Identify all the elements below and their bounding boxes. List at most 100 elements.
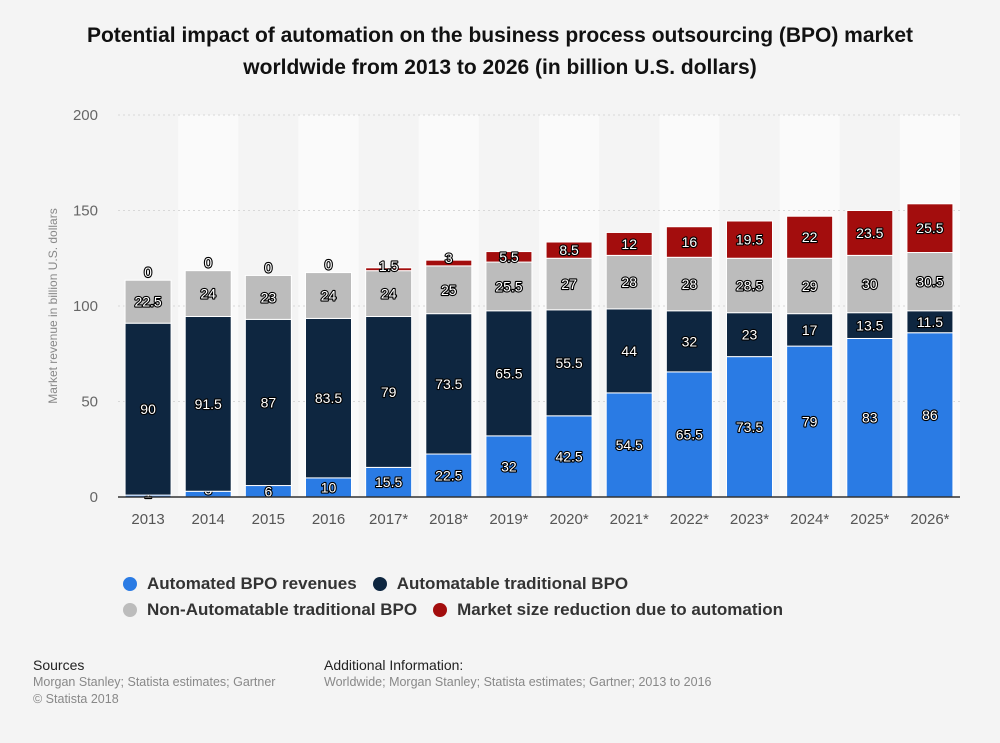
- data-label: 25.5: [916, 220, 943, 236]
- data-label: 28: [621, 274, 637, 290]
- x-tick-label: 2015: [252, 511, 285, 528]
- bar-segment[interactable]: [305, 272, 352, 319]
- data-label: 29: [802, 278, 818, 294]
- data-label: 1.5: [379, 258, 399, 274]
- x-tick-label: 2021*: [610, 511, 649, 528]
- bar-segment[interactable]: [244, 274, 292, 320]
- legend-label-reduction: Market size reduction due to automation: [457, 600, 783, 619]
- data-label: 83.5: [315, 390, 342, 406]
- bar-segment[interactable]: [545, 309, 593, 417]
- data-label: 87: [261, 394, 277, 410]
- data-label: 22: [802, 229, 818, 245]
- bar-segment[interactable]: [786, 215, 834, 259]
- data-label: 15.5: [375, 474, 402, 490]
- x-tick-label: 2013: [131, 511, 164, 528]
- legend-label-automatable: Automatable traditional BPO: [396, 574, 629, 593]
- bar-segment[interactable]: [846, 312, 894, 339]
- data-label: 27: [561, 276, 577, 292]
- data-label: 30.5: [916, 274, 943, 290]
- bar-segment[interactable]: [605, 308, 653, 394]
- bar-segment[interactable]: [124, 322, 172, 496]
- y-tick-label: 200: [73, 107, 98, 124]
- legend-item-automated[interactable]: Automated BPO revenues: [123, 574, 357, 594]
- x-tick-label: 2020*: [549, 511, 588, 528]
- data-label: 0: [144, 264, 152, 280]
- bar-segment[interactable]: [726, 220, 773, 259]
- bar-segment[interactable]: [665, 226, 713, 258]
- data-label: 13.5: [856, 318, 883, 334]
- bar-segment[interactable]: [425, 259, 473, 267]
- data-label: 11.5: [917, 314, 943, 330]
- data-label: 3: [445, 250, 453, 266]
- bar-segment[interactable]: [485, 435, 533, 498]
- sources-block: Sources Morgan Stanley; Statista estimat…: [33, 657, 275, 708]
- bar-segment[interactable]: [545, 241, 593, 259]
- bar-segment[interactable]: [545, 257, 593, 311]
- bar-segment[interactable]: [665, 310, 713, 373]
- bar-segment[interactable]: [425, 265, 473, 315]
- bar-segment[interactable]: [726, 356, 773, 498]
- bar-segment[interactable]: [605, 254, 653, 310]
- bar-segment[interactable]: [906, 332, 954, 498]
- data-label: 0: [204, 255, 212, 271]
- bar-segment[interactable]: [786, 313, 834, 347]
- data-label: 42.5: [555, 448, 582, 464]
- x-tick-label: 2022*: [670, 511, 709, 528]
- data-label: 10: [321, 479, 337, 495]
- data-label: 24: [381, 286, 397, 302]
- bar-segment[interactable]: [786, 257, 834, 315]
- data-label: 65.5: [495, 365, 522, 381]
- bar-segment[interactable]: [365, 267, 413, 272]
- legend-item-non-automatable[interactable]: Non-Automatable traditional BPO: [123, 600, 417, 620]
- data-label: 32: [682, 333, 698, 349]
- legend-item-reduction[interactable]: Market size reduction due to automation: [433, 600, 783, 620]
- bar-segment[interactable]: [726, 257, 773, 314]
- data-label: 0: [264, 259, 272, 275]
- legend-item-automatable[interactable]: Automatable traditional BPO: [372, 574, 629, 594]
- data-label: 23: [742, 327, 758, 343]
- legend-swatch-reduction: [433, 603, 448, 617]
- data-label: 6: [264, 483, 272, 499]
- bar-segment[interactable]: [906, 203, 954, 254]
- bar-segment[interactable]: [665, 371, 713, 498]
- bar-segment[interactable]: [485, 251, 533, 263]
- y-tick-label: 100: [73, 298, 98, 315]
- x-tick-label: 2023*: [730, 511, 769, 528]
- data-label: 22.5: [435, 468, 462, 484]
- bar-segment[interactable]: [605, 231, 653, 256]
- data-label: 32: [501, 458, 517, 474]
- data-label: 55.5: [555, 355, 582, 371]
- x-tick-label: 2017*: [369, 511, 408, 528]
- y-axis-label: Market revenue in billion U.S. dollars: [46, 208, 60, 403]
- y-tick-label: 0: [90, 489, 98, 506]
- bar-segment[interactable]: [184, 316, 232, 492]
- bar-segment[interactable]: [545, 415, 593, 498]
- bar-segment[interactable]: [906, 252, 954, 312]
- bar-segment[interactable]: [425, 313, 473, 455]
- x-tick-label: 2025*: [850, 511, 889, 528]
- legend-label-automated: Automated BPO revenues: [147, 574, 357, 593]
- x-tick-label: 2014: [192, 511, 225, 528]
- bar-segment[interactable]: [726, 312, 773, 358]
- data-label: 19.5: [736, 232, 763, 248]
- bar-segment[interactable]: [365, 316, 413, 468]
- bar-segment[interactable]: [244, 318, 292, 487]
- legend-swatch-non-automatable: [123, 603, 137, 617]
- chart-title: Potential impact of automation on the bu…: [86, 24, 914, 79]
- data-label: 16: [682, 234, 698, 250]
- additional-info-block: Additional Information: Worldwide; Morga…: [324, 657, 711, 691]
- y-tick-label: 150: [73, 203, 98, 220]
- y-tick-label: 50: [81, 394, 98, 411]
- copyright-text: © Statista 2018: [33, 692, 119, 706]
- bar-segment[interactable]: [485, 261, 533, 312]
- bar-segment[interactable]: [365, 270, 413, 318]
- data-label: 25.5: [495, 278, 522, 294]
- bar-segment[interactable]: [124, 279, 172, 324]
- legend-label-non-automatable: Non-Automatable traditional BPO: [147, 600, 418, 619]
- bar-segment[interactable]: [846, 210, 894, 256]
- data-label: 90: [140, 401, 156, 417]
- bar-segment[interactable]: [485, 310, 533, 437]
- bar-segment[interactable]: [605, 392, 653, 498]
- bar-segment[interactable]: [184, 270, 232, 318]
